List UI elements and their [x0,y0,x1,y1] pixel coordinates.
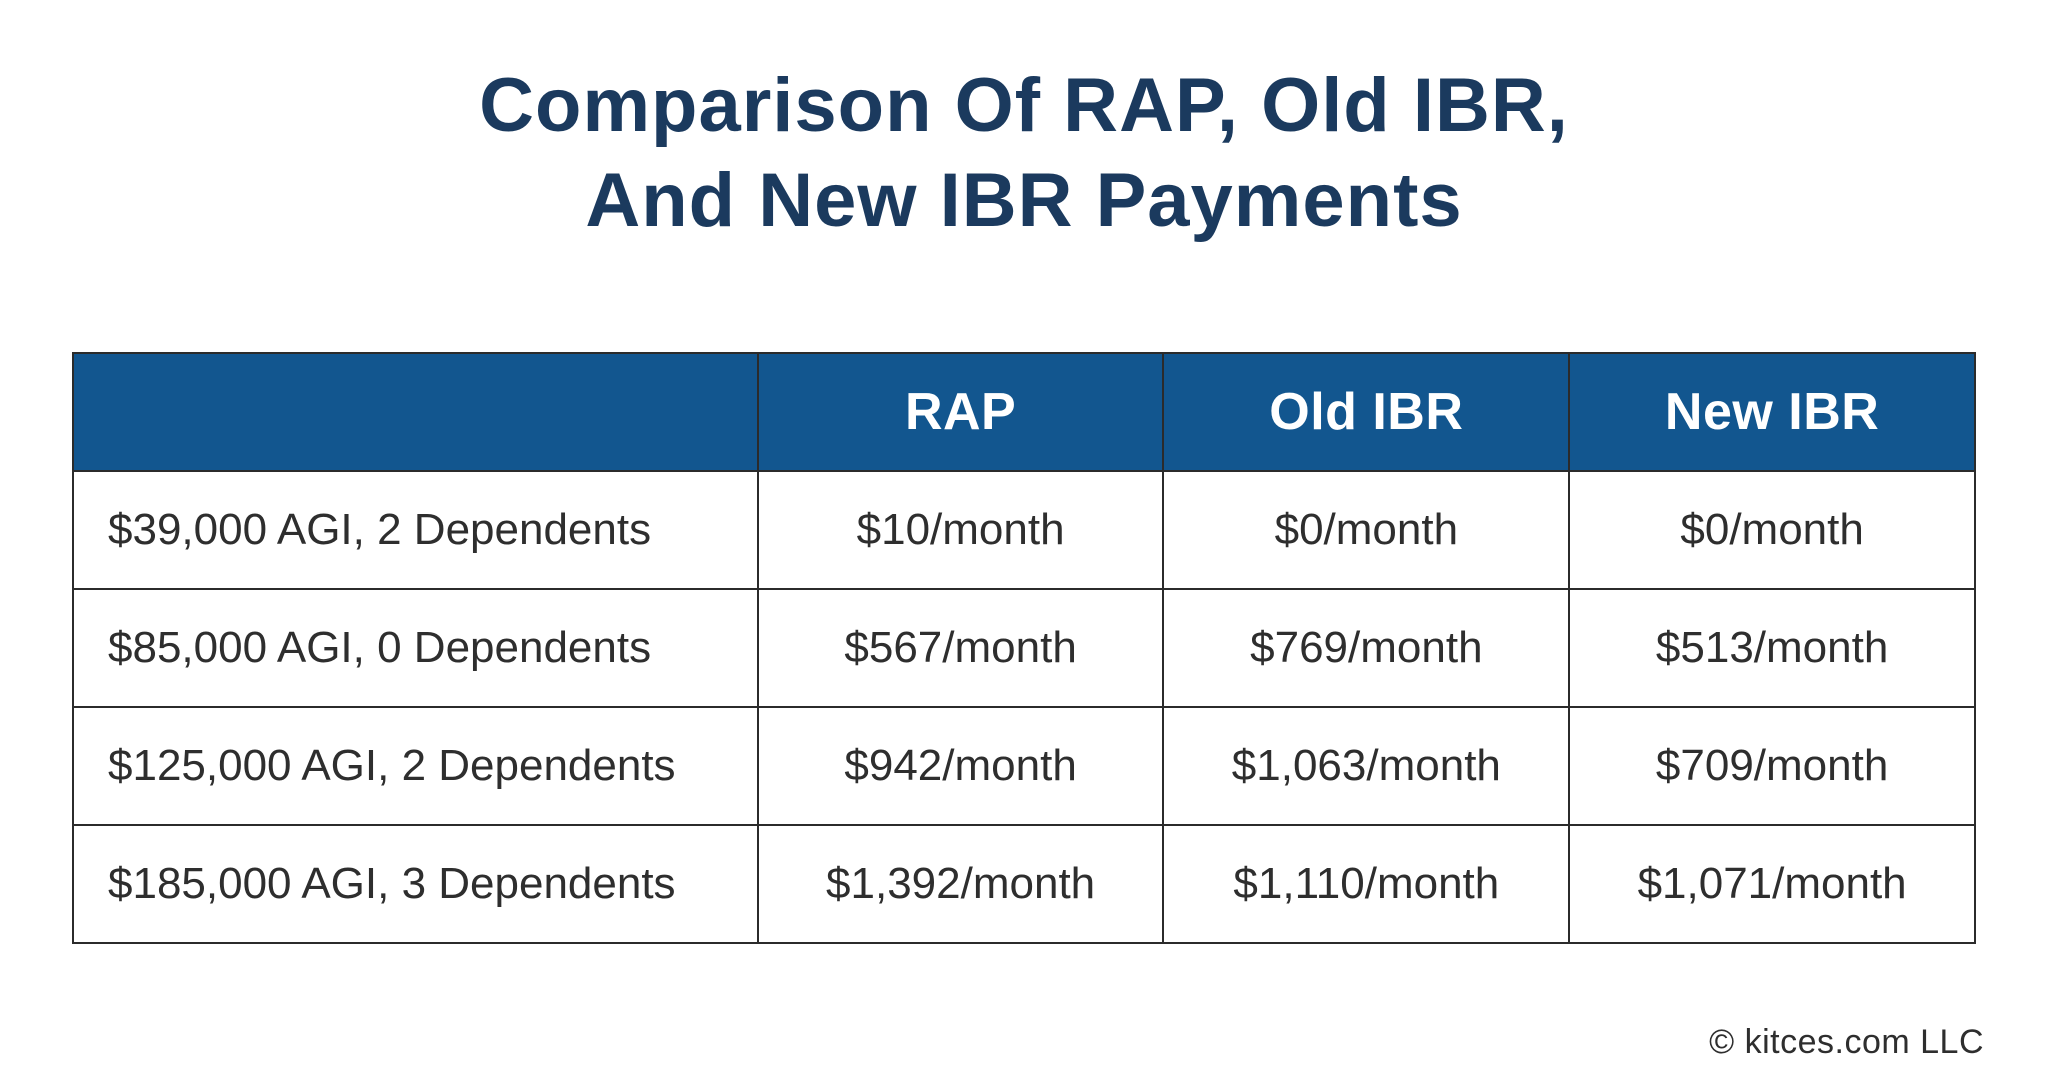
scenario-cell: $85,000 AGI, 0 Dependents [72,588,759,708]
rap-value-cell: $1,392/month [756,824,1165,944]
old-ibr-value-cell: $1,110/month [1162,824,1571,944]
table-row: $185,000 AGI, 3 Dependents $1,392/month … [72,824,1976,944]
new-ibr-value-cell: $709/month [1568,706,1976,826]
table-row: $125,000 AGI, 2 Dependents $942/month $1… [72,706,1976,826]
new-ibr-value-cell: $1,071/month [1568,824,1976,944]
table-row: $39,000 AGI, 2 Dependents $10/month $0/m… [72,470,1976,590]
title-line-1: Comparison Of RAP, Old IBR, [479,63,1569,148]
new-ibr-value-cell: $513/month [1568,588,1976,708]
header-cell-rap: RAP [756,352,1165,472]
rap-value-cell: $942/month [756,706,1165,826]
header-cell-scenario [72,352,759,472]
header-row: RAP Old IBR New IBR [72,352,1976,472]
rap-value-cell: $10/month [756,470,1165,590]
scenario-cell: $39,000 AGI, 2 Dependents [72,470,759,590]
scenario-cell: $185,000 AGI, 3 Dependents [72,824,759,944]
table-row: $85,000 AGI, 0 Dependents $567/month $76… [72,588,1976,708]
new-ibr-value-cell: $0/month [1568,470,1976,590]
page-title: Comparison Of RAP, Old IBR, And New IBR … [0,0,2048,248]
rap-value-cell: $567/month [756,588,1165,708]
header-cell-new-ibr: New IBR [1568,352,1976,472]
old-ibr-value-cell: $769/month [1162,588,1571,708]
old-ibr-value-cell: $0/month [1162,470,1571,590]
comparison-table: RAP Old IBR New IBR $39,000 AGI, 2 Depen… [72,352,1976,944]
copyright-notice: © kitces.com LLC [1709,1023,1984,1061]
scenario-cell: $125,000 AGI, 2 Dependents [72,706,759,826]
title-line-2: And New IBR Payments [585,158,1463,243]
old-ibr-value-cell: $1,063/month [1162,706,1571,826]
header-cell-old-ibr: Old IBR [1162,352,1571,472]
